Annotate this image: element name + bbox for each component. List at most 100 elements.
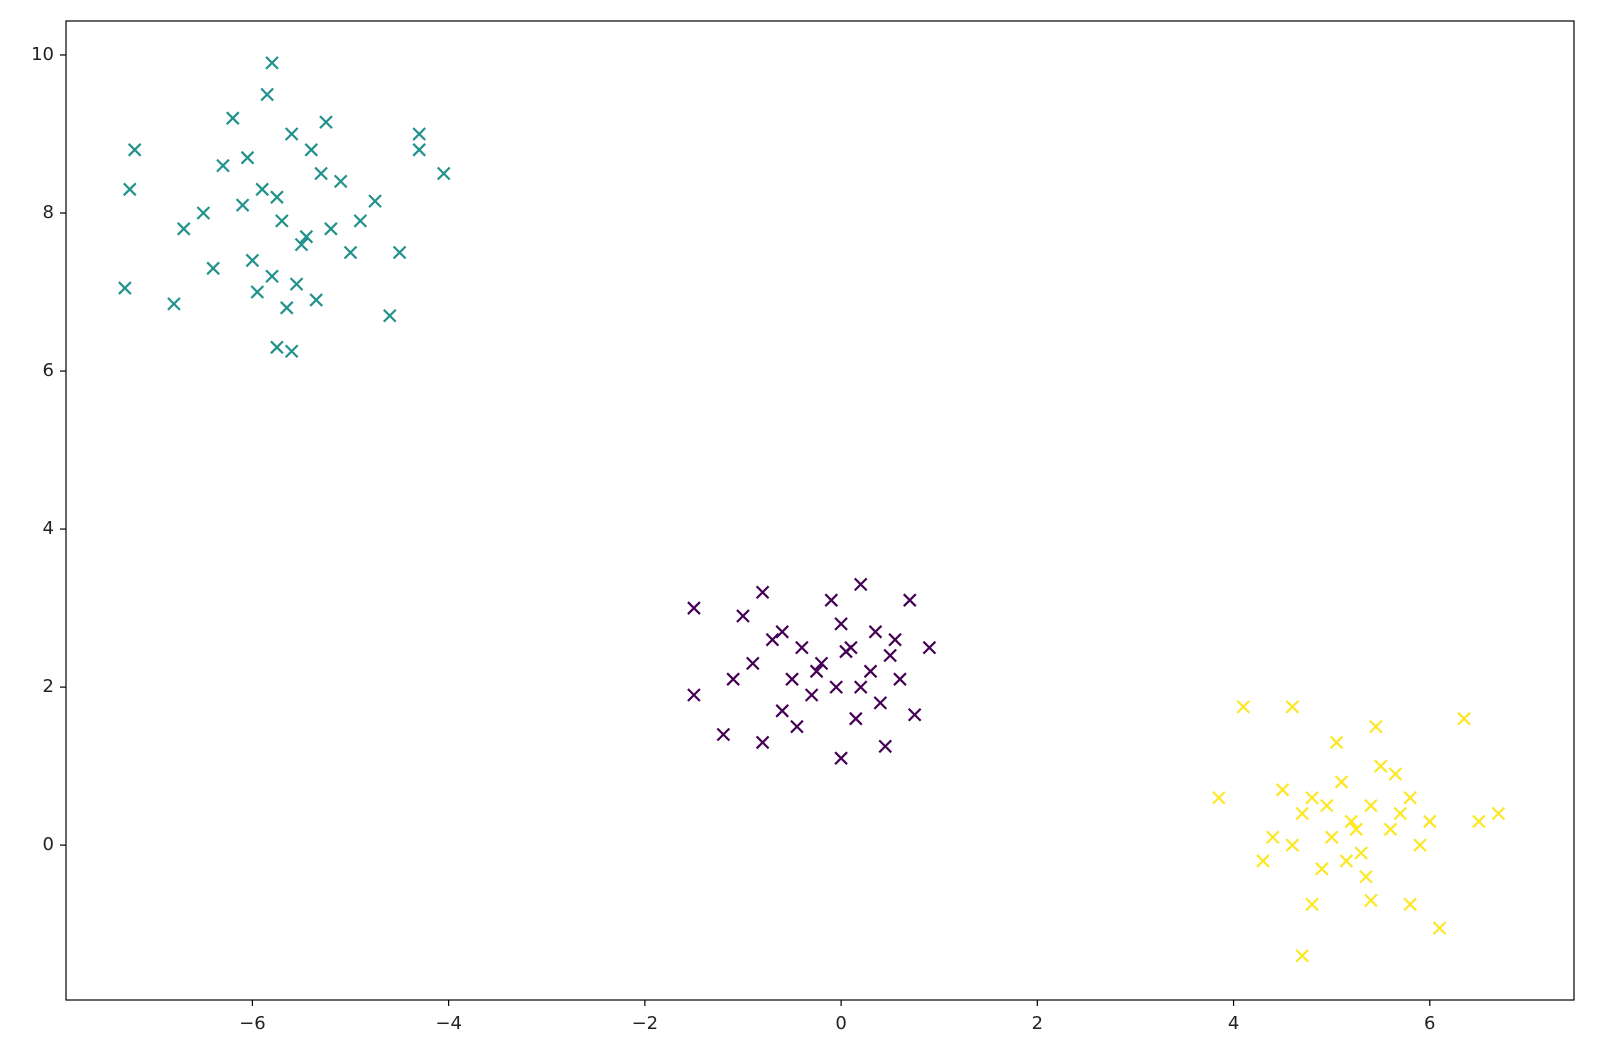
point <box>284 344 299 359</box>
point <box>265 269 279 283</box>
point <box>1491 806 1506 821</box>
point <box>235 198 250 212</box>
point <box>299 229 314 244</box>
point <box>834 751 848 765</box>
point <box>1329 735 1344 750</box>
point <box>382 308 397 323</box>
point <box>716 727 731 742</box>
point <box>883 648 897 663</box>
point <box>1324 830 1339 845</box>
point <box>1295 948 1310 963</box>
point <box>1393 806 1408 821</box>
x-tick-label: 6 <box>1424 1013 1435 1034</box>
point <box>1256 854 1270 868</box>
point <box>1236 700 1251 714</box>
point <box>1403 790 1417 805</box>
point <box>127 143 142 157</box>
point <box>1266 830 1280 845</box>
point <box>902 593 917 607</box>
x-tick-label: −6 <box>239 1013 266 1034</box>
point <box>1334 775 1349 789</box>
point <box>176 222 191 236</box>
point <box>270 340 284 355</box>
point <box>746 656 760 671</box>
point <box>1364 798 1378 813</box>
point <box>907 707 922 722</box>
point <box>765 632 780 647</box>
point <box>118 281 132 295</box>
point <box>1373 759 1388 773</box>
point <box>284 127 299 141</box>
point <box>809 664 824 679</box>
point <box>853 680 868 694</box>
x-tick-label: 0 <box>835 1013 846 1034</box>
point <box>1403 897 1417 912</box>
point <box>790 719 804 734</box>
point <box>196 206 211 220</box>
y-tick-label: 2 <box>43 676 54 697</box>
point <box>275 214 289 228</box>
point <box>1432 921 1447 935</box>
point <box>226 111 240 125</box>
point <box>824 593 839 607</box>
point <box>814 656 829 671</box>
point <box>1315 862 1329 876</box>
point <box>240 150 255 165</box>
point <box>412 143 426 157</box>
point <box>304 143 319 157</box>
point <box>270 190 284 204</box>
point <box>804 688 819 702</box>
y-tick-label: 4 <box>43 518 54 539</box>
point <box>785 672 799 686</box>
point <box>412 127 426 141</box>
plot-frame <box>65 20 1575 1001</box>
point <box>736 609 750 623</box>
point <box>1383 822 1398 837</box>
point <box>368 194 382 208</box>
point <box>333 174 348 189</box>
point <box>392 245 407 260</box>
point <box>1457 711 1471 726</box>
point <box>1344 814 1359 829</box>
point <box>1339 854 1354 868</box>
point <box>1349 822 1363 837</box>
point <box>279 301 294 315</box>
x-tick-label: −4 <box>435 1013 462 1034</box>
point <box>314 166 328 181</box>
y-tick-label: 10 <box>31 44 54 65</box>
x-tick-label: 2 <box>1032 1013 1043 1034</box>
point <box>1285 838 1300 852</box>
point <box>834 617 848 631</box>
point <box>294 237 309 252</box>
point <box>849 711 863 726</box>
x-tick-label: −2 <box>632 1013 659 1034</box>
point <box>1275 783 1290 797</box>
point <box>888 632 902 647</box>
point <box>1472 814 1486 829</box>
point <box>1305 897 1319 912</box>
point <box>265 56 279 70</box>
point <box>1422 814 1437 829</box>
point <box>1413 838 1427 852</box>
point <box>319 115 333 129</box>
point <box>726 672 740 686</box>
point <box>122 182 137 197</box>
point <box>839 644 853 659</box>
point <box>343 245 358 260</box>
point <box>1319 798 1334 813</box>
point <box>863 664 878 679</box>
point <box>260 87 274 102</box>
point <box>250 285 265 299</box>
point <box>922 640 937 655</box>
point <box>436 166 451 181</box>
point <box>1359 869 1373 884</box>
point <box>775 625 790 639</box>
point <box>755 585 770 600</box>
point <box>893 672 907 686</box>
point <box>1305 790 1319 805</box>
point <box>206 261 220 276</box>
point <box>255 182 270 197</box>
x-tick-label: 4 <box>1228 1013 1239 1034</box>
